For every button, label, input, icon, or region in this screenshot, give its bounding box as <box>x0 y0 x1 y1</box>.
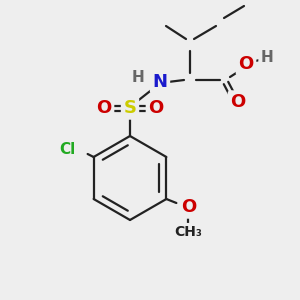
Text: N: N <box>152 73 167 91</box>
Text: O: O <box>181 198 196 216</box>
Text: Cl: Cl <box>59 142 76 157</box>
Text: S: S <box>124 99 136 117</box>
Text: H: H <box>132 70 144 86</box>
Text: O: O <box>238 55 253 73</box>
Text: O: O <box>148 99 164 117</box>
Text: O: O <box>96 99 112 117</box>
Text: CH₃: CH₃ <box>174 225 202 239</box>
Text: O: O <box>230 93 246 111</box>
Text: H: H <box>261 50 273 65</box>
